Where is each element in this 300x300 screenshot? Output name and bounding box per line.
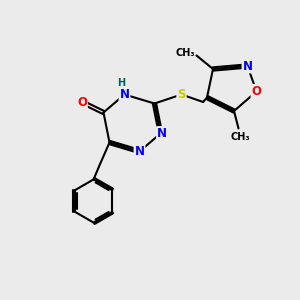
Text: O: O [77, 95, 87, 109]
Text: S: S [177, 88, 186, 101]
Text: N: N [157, 127, 167, 140]
Text: H: H [117, 78, 125, 88]
Text: CH₃: CH₃ [175, 48, 195, 58]
Text: N: N [134, 145, 145, 158]
Text: N: N [242, 59, 253, 73]
Text: CH₃: CH₃ [230, 132, 250, 142]
Text: N: N [119, 88, 130, 101]
Text: O: O [251, 85, 262, 98]
